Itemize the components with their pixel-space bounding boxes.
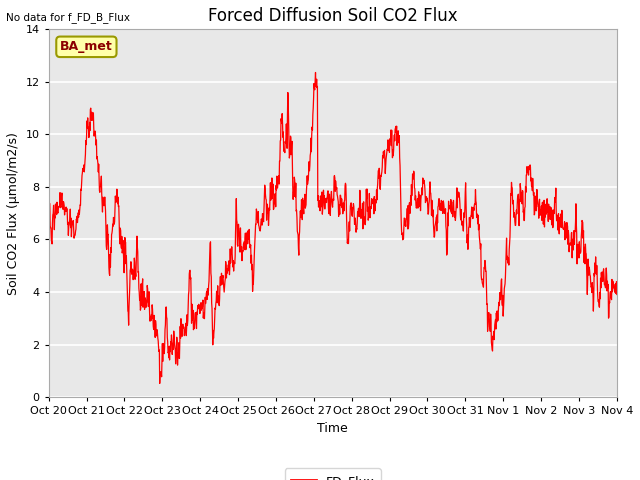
Title: Forced Diffusion Soil CO2 Flux: Forced Diffusion Soil CO2 Flux (208, 7, 458, 25)
X-axis label: Time: Time (317, 421, 348, 435)
Text: No data for f_FD_B_Flux: No data for f_FD_B_Flux (6, 12, 131, 23)
Legend: FD_Flux: FD_Flux (285, 468, 381, 480)
Text: BA_met: BA_met (60, 40, 113, 53)
Y-axis label: Soil CO2 Flux (µmol/m2/s): Soil CO2 Flux (µmol/m2/s) (7, 132, 20, 295)
